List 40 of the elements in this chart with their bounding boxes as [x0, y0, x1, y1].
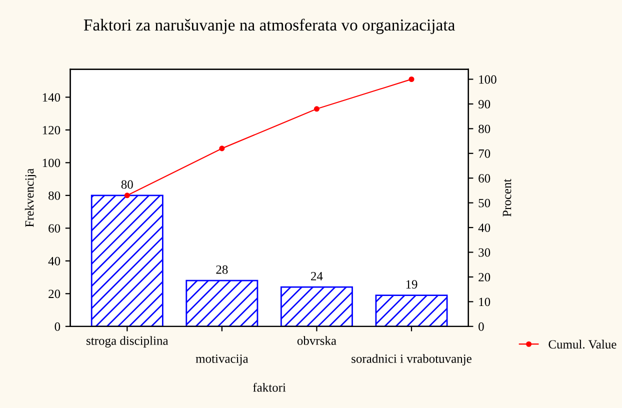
y2-tick-label: 80: [478, 124, 490, 134]
x-tick-label: soradnici i vrabotuvanje: [352, 354, 472, 366]
y-tick-label: 0: [54, 322, 60, 331]
bar: [90, 194, 164, 326]
y-tick-label: 140: [42, 93, 60, 102]
x-tick-label: motivacija: [196, 354, 248, 366]
y2-tick-label: 10: [479, 298, 490, 306]
point: [408, 76, 414, 82]
point: [219, 146, 225, 152]
y2-tick-label: 90: [478, 100, 490, 108]
bar: [280, 286, 353, 326]
x-tick-label: obvrska: [297, 336, 336, 345]
y2-tick-label: 60: [478, 174, 490, 183]
y2-tick-label: 50: [478, 198, 490, 208]
y2-tick-label: 100: [479, 75, 496, 84]
y-tick-label: 80: [48, 191, 60, 200]
y2-axis-title: Procent: [502, 178, 512, 217]
data-label: 24: [311, 272, 323, 280]
y-tick-label: 120: [42, 126, 60, 134]
y2-tick-label: 40: [478, 224, 490, 232]
bar: [186, 280, 258, 326]
point: [124, 192, 130, 198]
x-tick-label: stroga disciplina: [86, 336, 168, 348]
bar: [375, 294, 448, 326]
y2-tick-label: 0: [478, 322, 484, 331]
y-tick-label: 60: [48, 224, 60, 233]
y2-tick-label: 20: [478, 272, 490, 282]
legend-label: Cumul. Value: [548, 340, 616, 349]
point: [314, 106, 320, 112]
data-label: 19: [406, 280, 418, 289]
data-label: 80: [121, 180, 133, 189]
y2-tick-label: 70: [478, 149, 490, 158]
chart-title: Faktori za narušuvanje na atmosferata vo organizacijata: [84, 18, 455, 34]
y-tick-label: 40: [48, 256, 60, 266]
y2-tick-label: 30: [478, 248, 490, 257]
y-tick-label: 20: [48, 290, 60, 298]
data-label: 28: [216, 265, 228, 274]
x-axis-title: faktori: [253, 382, 286, 392]
y-axis-title: Frekvencija: [24, 168, 36, 228]
y-tick-label: 100: [42, 158, 60, 168]
